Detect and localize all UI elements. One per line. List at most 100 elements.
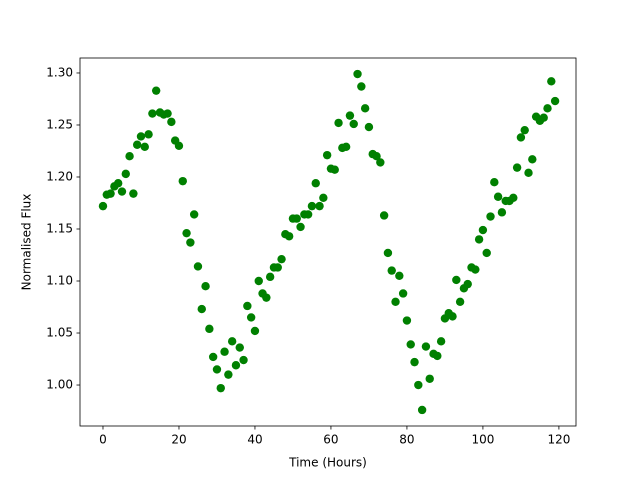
- data-point: [106, 189, 115, 198]
- data-point: [140, 142, 149, 152]
- data-point: [129, 189, 138, 198]
- data-point: [322, 150, 332, 160]
- data-point: [125, 151, 134, 161]
- y-axis-label: Normalised Flux: [20, 194, 34, 291]
- data-point: [528, 155, 537, 164]
- data-point: [398, 289, 408, 298]
- x-axis-label: Time (Hours): [288, 456, 367, 470]
- data-point: [144, 130, 153, 139]
- data-point: [360, 104, 370, 113]
- data-point: [311, 179, 320, 188]
- y-tick-label: 1.25: [46, 117, 73, 131]
- y-tick-label: 1.00: [46, 378, 73, 392]
- data-point: [539, 113, 548, 122]
- data-point: [406, 340, 415, 349]
- data-point: [402, 316, 412, 325]
- data-point: [395, 271, 404, 281]
- data-point: [463, 279, 472, 289]
- data-point: [239, 355, 248, 365]
- data-point: [383, 248, 393, 258]
- data-point: [486, 212, 495, 221]
- data-point: [167, 117, 176, 127]
- data-point: [182, 228, 191, 238]
- data-point: [292, 214, 301, 223]
- data-point: [376, 158, 385, 167]
- data-point: [113, 179, 123, 188]
- data-point: [493, 192, 503, 201]
- data-point: [353, 69, 362, 79]
- x-tick-label: 40: [247, 433, 262, 447]
- y-tick-label: 1.30: [46, 65, 73, 79]
- data-point: [193, 262, 203, 271]
- data-point: [98, 201, 108, 211]
- y-tick-label: 1.15: [46, 221, 73, 235]
- data-point: [250, 326, 260, 336]
- data-point: [509, 193, 518, 202]
- x-tick-label: 60: [323, 433, 338, 447]
- data-point: [372, 151, 381, 161]
- data-point: [452, 275, 461, 285]
- data-point: [265, 272, 275, 282]
- data-point: [296, 222, 305, 232]
- data-point: [231, 361, 241, 370]
- data-point: [117, 187, 127, 196]
- data-point: [284, 232, 294, 241]
- data-point: [474, 235, 484, 244]
- data-point: [273, 263, 282, 272]
- data-point: [163, 109, 172, 118]
- data-point: [334, 118, 343, 128]
- data-point: [178, 176, 187, 186]
- data-point: [512, 163, 522, 172]
- data-point: [205, 324, 214, 334]
- data-point: [174, 141, 184, 150]
- data-point: [482, 248, 491, 258]
- data-point: [455, 297, 465, 307]
- data-point: [547, 77, 556, 86]
- data-point: [364, 122, 374, 132]
- data-point: [208, 352, 218, 362]
- data-point: [224, 370, 233, 379]
- data-point: [421, 342, 431, 351]
- data-point: [433, 351, 442, 361]
- data-point: [478, 225, 488, 235]
- data-point: [186, 238, 195, 247]
- data-point: [243, 301, 252, 311]
- data-point: [410, 357, 419, 367]
- data-point: [216, 383, 225, 393]
- data-point: [391, 297, 400, 307]
- data-point: [516, 133, 526, 142]
- data-point: [425, 374, 434, 383]
- data-point: [497, 208, 507, 217]
- data-point: [189, 210, 199, 219]
- data-point: [417, 405, 427, 415]
- y-tick-label: 1.05: [46, 326, 73, 340]
- x-tick-label: 20: [171, 433, 186, 447]
- x-tick-label: 80: [399, 433, 414, 447]
- data-point: [197, 304, 206, 314]
- data-point: [524, 168, 533, 178]
- plot-frame: [79, 57, 577, 427]
- data-point: [471, 265, 480, 274]
- y-tick-label: 1.20: [46, 169, 73, 183]
- data-point: [387, 266, 396, 275]
- data-point: [151, 86, 161, 95]
- data-point: [246, 313, 256, 322]
- data-point: [227, 337, 237, 346]
- data-point: [550, 96, 560, 106]
- data-point: [345, 111, 355, 120]
- data-point: [303, 210, 313, 219]
- data-point: [315, 201, 324, 211]
- data-point: [330, 165, 339, 174]
- data-point: [414, 380, 423, 390]
- data-point: [307, 201, 317, 211]
- x-tick-label: 120: [547, 433, 570, 447]
- data-point: [201, 282, 210, 291]
- x-tick-label: 100: [471, 433, 494, 447]
- data-point: [448, 312, 457, 321]
- data-point: [262, 293, 271, 302]
- data-point: [349, 119, 358, 129]
- data-point: [520, 125, 529, 135]
- x-tick-label: 0: [99, 433, 107, 447]
